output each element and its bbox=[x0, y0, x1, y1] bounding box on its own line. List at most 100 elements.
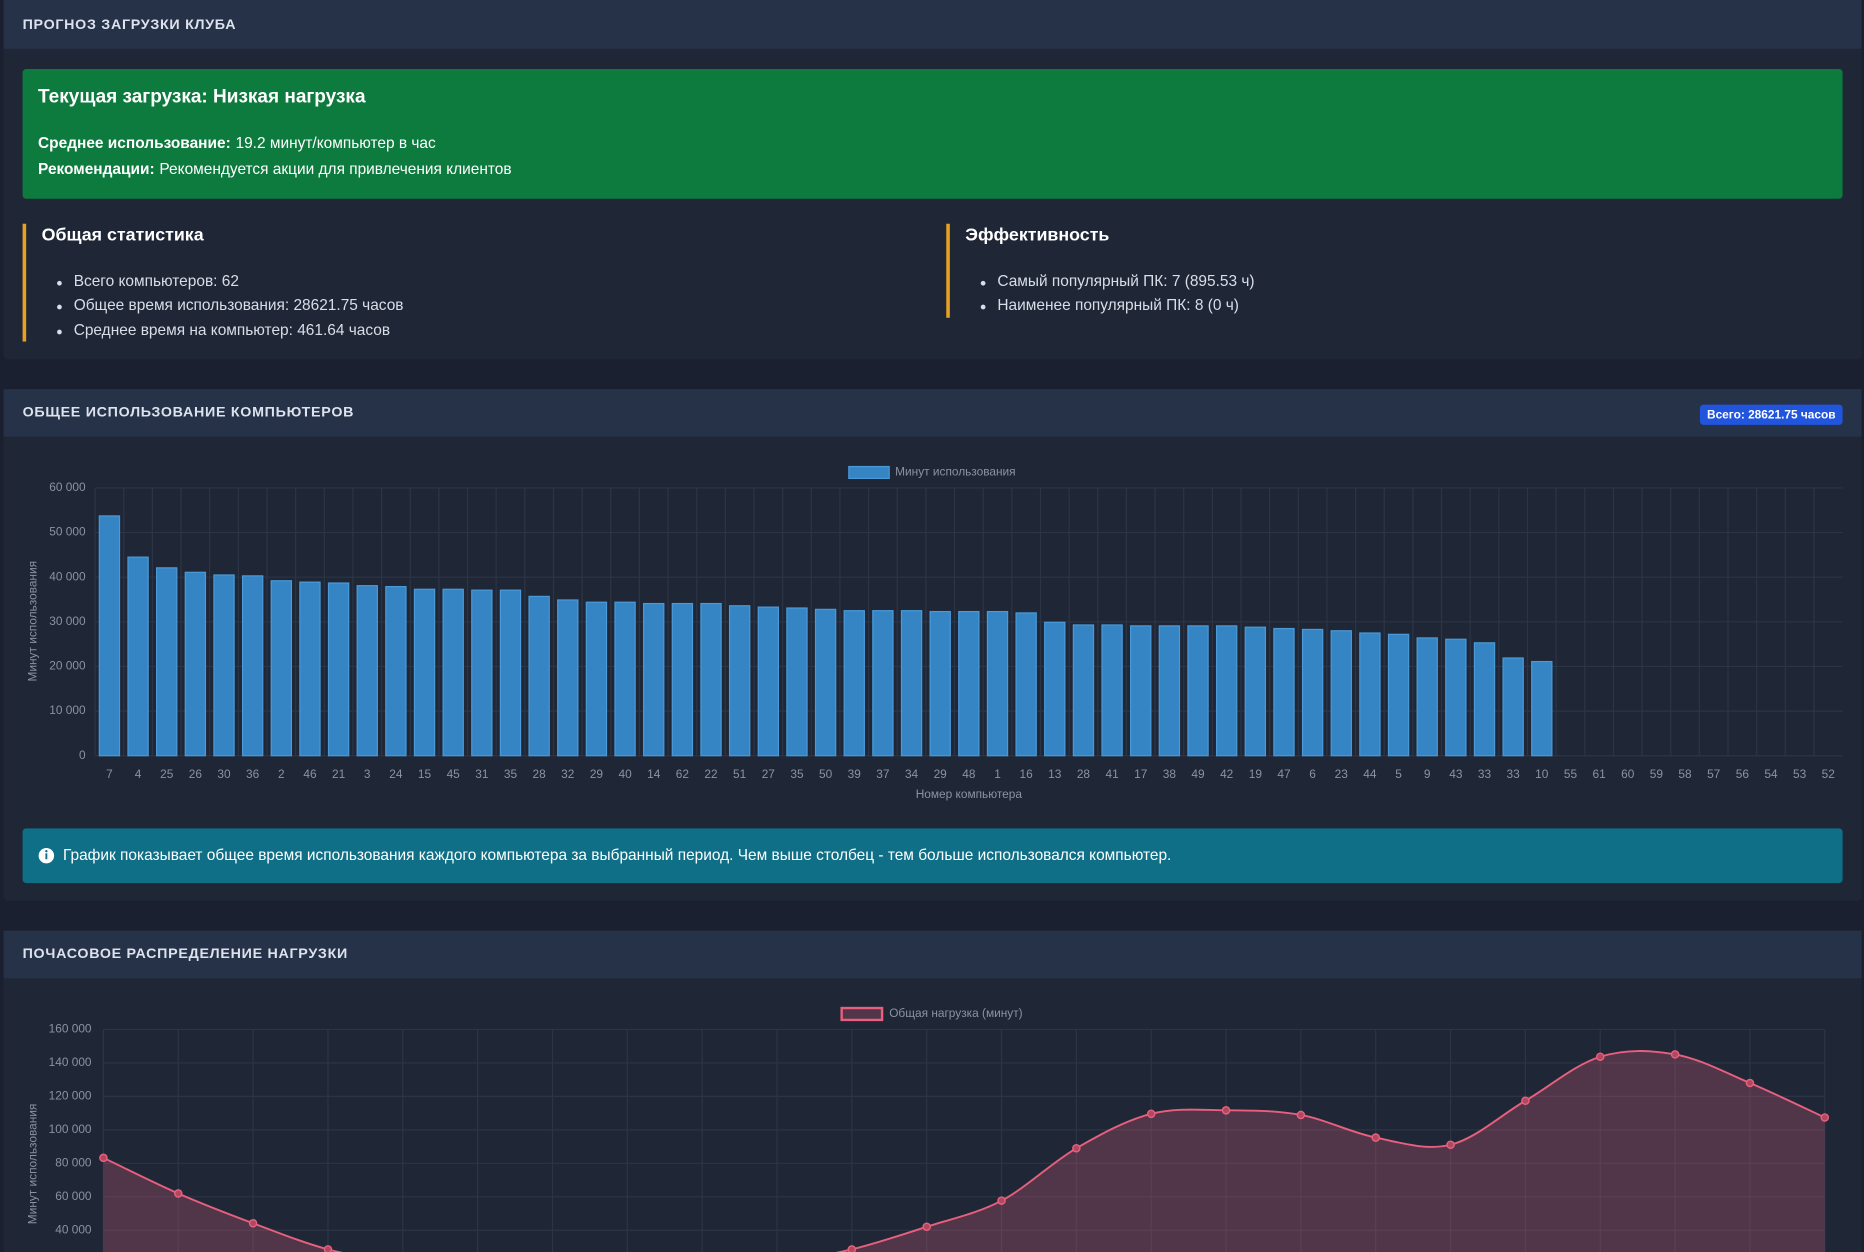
bar bbox=[671, 602, 694, 757]
bullet bbox=[980, 280, 986, 286]
panel bbox=[3, 930, 1862, 1252]
y-tick-label: 10 000 bbox=[49, 703, 86, 717]
y-tick-label: 30 000 bbox=[49, 614, 86, 628]
bar bbox=[471, 589, 493, 757]
x-tick-label: 35 bbox=[504, 767, 518, 781]
x-tick-label: 44 bbox=[1363, 767, 1377, 781]
x-tick-label: 60 bbox=[1621, 767, 1635, 781]
x-tick-label: 46 bbox=[303, 767, 317, 781]
bar bbox=[241, 575, 264, 757]
x-tick-label: 16 bbox=[1020, 767, 1034, 781]
bar bbox=[385, 585, 407, 757]
y-tick-label: 120 000 bbox=[49, 1089, 92, 1103]
stat-item: Всего компьютеров: 62 bbox=[74, 273, 239, 290]
x-tick-label: 47 bbox=[1277, 767, 1290, 781]
point bbox=[1745, 1078, 1755, 1088]
info-text: График показывает общее время использова… bbox=[63, 847, 1171, 864]
x-tick-label: 33 bbox=[1478, 767, 1492, 781]
bar bbox=[1130, 625, 1152, 757]
x-tick-label: 19 bbox=[1249, 767, 1263, 781]
panel-title: ПРОГНОЗ ЗАГРУЗКИ КЛУБА bbox=[23, 17, 237, 33]
label: Среднее использование: bbox=[38, 135, 231, 152]
bullet bbox=[57, 280, 62, 286]
x-tick-label: 6 bbox=[1309, 767, 1316, 781]
value: Рекомендуется акции для привлечения клие… bbox=[159, 161, 511, 178]
info-box bbox=[22, 828, 1843, 884]
point bbox=[323, 1245, 333, 1252]
point bbox=[1371, 1133, 1381, 1142]
accent-bar bbox=[22, 223, 27, 342]
bar bbox=[1187, 625, 1209, 757]
x-tick-label: 7 bbox=[106, 767, 113, 781]
bar bbox=[900, 610, 923, 757]
bar bbox=[213, 574, 235, 757]
bar bbox=[843, 610, 865, 757]
bar bbox=[1273, 627, 1295, 757]
x-tick-label: 39 bbox=[848, 767, 862, 781]
y-tick-label: 80 000 bbox=[55, 1155, 92, 1169]
x-tick-label: 45 bbox=[447, 767, 461, 781]
point bbox=[1146, 1109, 1156, 1119]
x-tick-label: 32 bbox=[561, 767, 574, 781]
y-tick-label: 0 bbox=[79, 748, 86, 762]
bar bbox=[1101, 624, 1123, 757]
panel-header bbox=[3, 0, 1862, 49]
bar bbox=[958, 610, 980, 757]
bar bbox=[1072, 624, 1095, 757]
bar bbox=[585, 601, 608, 757]
y-tick-label: 140 000 bbox=[49, 1055, 92, 1069]
bar bbox=[1015, 612, 1037, 757]
bar bbox=[1330, 630, 1352, 757]
bar bbox=[528, 595, 550, 757]
y-tick-label: 40 000 bbox=[49, 569, 86, 583]
y-tick-label: 60 000 bbox=[55, 1189, 92, 1203]
x-tick-label: 56 bbox=[1736, 767, 1750, 781]
bar bbox=[270, 580, 293, 757]
bar bbox=[557, 599, 579, 757]
panel-title: ПОЧАСОВОЕ РАСПРЕДЕЛЕНИЕ НАГРУЗКИ bbox=[23, 946, 348, 962]
bar bbox=[1416, 637, 1438, 757]
bar bbox=[1301, 628, 1324, 757]
area bbox=[103, 1051, 1825, 1252]
bar bbox=[929, 610, 951, 757]
legend-swatch bbox=[848, 465, 890, 480]
panel-header bbox=[3, 930, 1862, 979]
x-tick-label: 55 bbox=[1564, 767, 1578, 781]
point bbox=[1446, 1140, 1455, 1150]
x-tick-label: 59 bbox=[1650, 767, 1664, 781]
x-tick-label: 57 bbox=[1707, 767, 1720, 781]
x-tick-label: 29 bbox=[934, 767, 948, 781]
x-tick-label: 26 bbox=[189, 767, 203, 781]
x-tick-label: 4 bbox=[135, 767, 142, 781]
x-tick-label: 14 bbox=[647, 767, 661, 781]
x-tick-label: 53 bbox=[1793, 767, 1807, 781]
x-tick-label: 3 bbox=[364, 767, 371, 781]
badge bbox=[1699, 404, 1843, 425]
x-tick-label: 41 bbox=[1105, 767, 1119, 781]
x-tick-label: 33 bbox=[1507, 767, 1521, 781]
bar bbox=[1215, 625, 1238, 757]
x-tick-label: 34 bbox=[905, 767, 919, 781]
point bbox=[173, 1189, 183, 1198]
bar bbox=[499, 589, 522, 757]
x-tick-label: 2 bbox=[278, 767, 285, 781]
x-tick-label: 10 bbox=[1535, 767, 1549, 781]
bar bbox=[127, 556, 149, 757]
bar bbox=[299, 581, 321, 757]
badge-text: Всего: 28621.75 часов bbox=[1707, 407, 1836, 421]
panel-title: ОБЩЕЕ ИСПОЛЬЗОВАНИЕ КОМПЬЮТЕРОВ bbox=[23, 405, 355, 421]
bar bbox=[700, 602, 722, 757]
stat-item: Среднее время на компьютер: 461.64 часов bbox=[74, 322, 390, 339]
x-tick-label: 25 bbox=[160, 767, 174, 781]
status-box bbox=[22, 69, 1843, 199]
x-tick-label: 50 bbox=[819, 767, 833, 781]
status-title: Текущая загрузка: Низкая нагрузка bbox=[38, 87, 366, 108]
bar bbox=[413, 588, 436, 757]
status-line: Среднее использование: 19.2 минут/компьют… bbox=[38, 135, 436, 152]
bar bbox=[872, 610, 894, 757]
bar bbox=[1387, 633, 1410, 757]
info-icon-dot bbox=[45, 849, 48, 853]
x-tick-label: 24 bbox=[389, 767, 403, 781]
point bbox=[1595, 1052, 1605, 1062]
